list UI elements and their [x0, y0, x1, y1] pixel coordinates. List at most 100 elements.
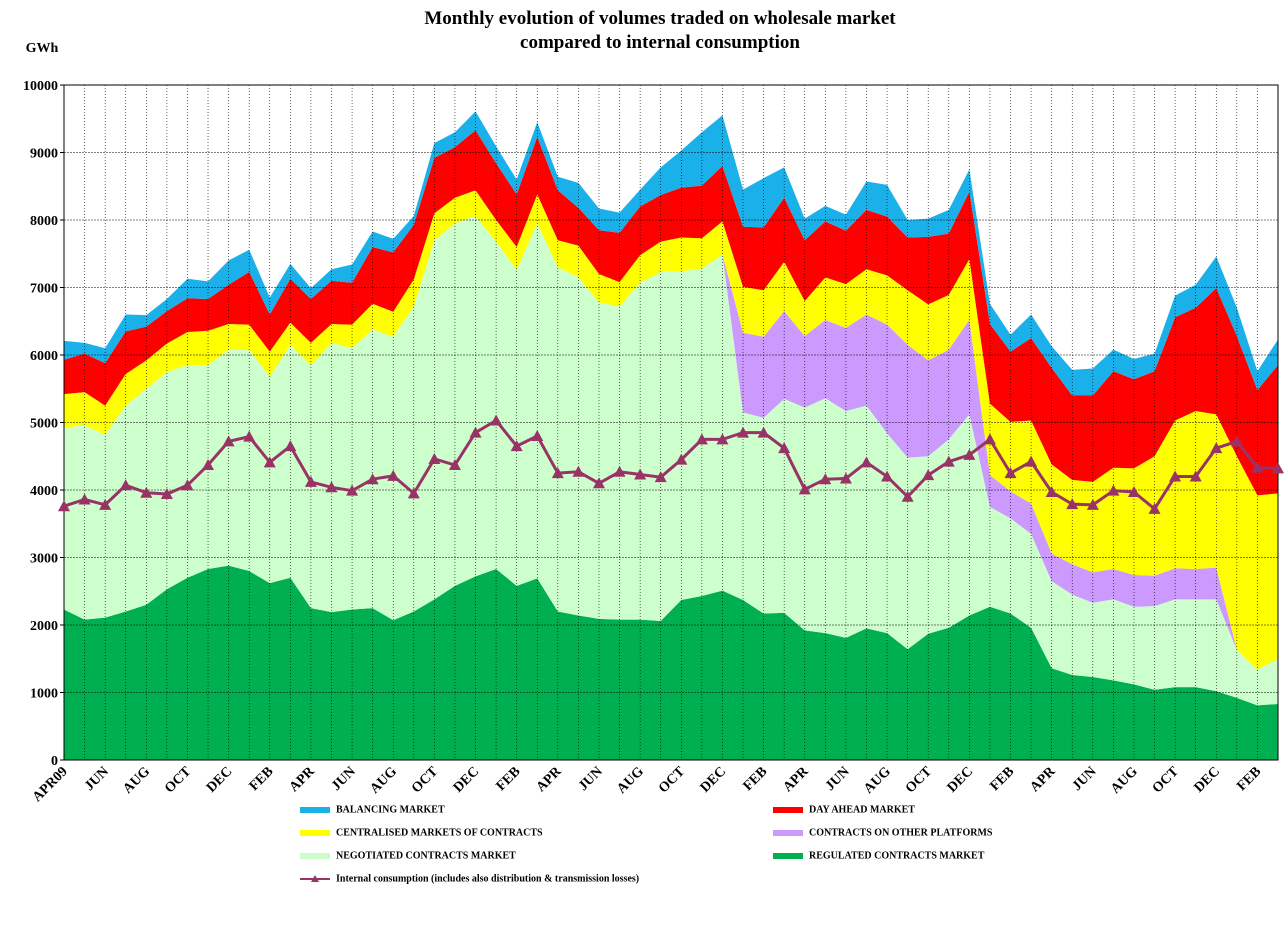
marker	[78, 493, 91, 505]
x-tick-label: APR09	[30, 764, 71, 805]
x-tick-label: DEC	[204, 764, 236, 796]
marker	[798, 483, 811, 495]
x-tick-label: FEB	[987, 764, 1017, 794]
marker	[407, 487, 420, 499]
marker	[737, 426, 750, 438]
marker	[1004, 467, 1017, 479]
marker	[1045, 486, 1058, 498]
marker	[58, 500, 70, 512]
legend-swatch	[300, 830, 330, 836]
marker	[1169, 470, 1182, 482]
marker	[634, 468, 647, 480]
x-tick-label: JUN	[1070, 764, 1100, 794]
marker	[1230, 435, 1243, 447]
y-tick-label: 6000	[30, 349, 58, 364]
chart-subtitle: compared to internal consumption	[520, 32, 800, 53]
legend-swatch	[300, 853, 330, 859]
marker	[942, 455, 955, 467]
x-tick-label: FEB	[494, 764, 524, 794]
marker	[1066, 498, 1079, 510]
marker	[1189, 470, 1202, 482]
marker	[1025, 455, 1038, 467]
x-tick-label: OCT	[409, 764, 442, 797]
x-tick-label: AUG	[367, 764, 400, 797]
x-tick-label: APR	[1028, 764, 1060, 796]
legend-swatch	[300, 807, 330, 813]
marker	[778, 442, 791, 454]
legend-label: Internal consumption (includes also dist…	[336, 873, 639, 884]
x-tick-label: JUN	[82, 764, 112, 794]
marker	[551, 467, 564, 479]
x-tick-label: DEC	[945, 764, 977, 796]
legend-swatch	[773, 830, 803, 836]
x-tick-label: OCT	[903, 764, 936, 797]
marker	[263, 456, 276, 468]
marker	[510, 440, 523, 452]
x-tick-label: FEB	[247, 764, 277, 794]
marker	[160, 488, 173, 500]
x-tick-label: JUN	[576, 764, 606, 794]
marker	[757, 426, 770, 438]
legend-swatch	[773, 807, 803, 813]
area	[64, 565, 1278, 760]
marker	[983, 433, 996, 445]
marker	[675, 453, 688, 465]
y-tick-label: 3000	[30, 552, 58, 567]
x-tick-label: APR	[287, 764, 319, 796]
marker	[881, 470, 894, 482]
legend-label: REGULATED CONTRACTS MARKET	[809, 850, 985, 861]
marker	[1210, 442, 1223, 454]
y-tick-label: 2000	[30, 619, 58, 634]
marker	[469, 426, 482, 438]
marker	[140, 486, 153, 498]
marker	[325, 481, 338, 493]
marker	[222, 435, 235, 447]
marker	[387, 469, 400, 481]
y-axis-label: GWh	[26, 41, 59, 56]
x-tick-label: FEB	[741, 764, 771, 794]
marker	[654, 471, 667, 483]
marker	[1251, 461, 1264, 473]
marker	[1107, 484, 1120, 496]
marker	[284, 440, 297, 452]
marker	[613, 465, 626, 477]
x-tick-label: DEC	[698, 764, 730, 796]
marker	[963, 448, 976, 460]
marker	[181, 479, 194, 491]
marker	[531, 430, 544, 441]
marker	[428, 452, 441, 464]
marker	[490, 414, 503, 426]
marker	[1148, 502, 1161, 514]
y-tick-label: 4000	[30, 484, 58, 499]
x-tick-label: DEC	[1192, 764, 1224, 796]
legend-label: CONTRACTS ON OTHER PLATFORMS	[809, 827, 993, 838]
marker	[592, 477, 605, 489]
legend-swatch	[311, 875, 319, 882]
marker	[366, 473, 379, 485]
x-tick-label: AUG	[121, 764, 154, 797]
y-tick-label: 7000	[30, 282, 58, 297]
x-tick-label: FEB	[1234, 764, 1264, 794]
marker	[119, 479, 132, 491]
x-tick-label: JUN	[823, 764, 853, 794]
area	[64, 215, 1278, 706]
marker	[202, 459, 215, 471]
x-tick-label: APR	[534, 764, 566, 796]
y-tick-label: 9000	[30, 147, 58, 162]
y-tick-label: 1000	[30, 687, 58, 702]
marker	[243, 430, 256, 442]
x-tick-label: OCT	[1150, 764, 1183, 797]
legend-label: DAY AHEAD MARKET	[809, 804, 915, 815]
marker	[99, 498, 112, 510]
marker	[901, 490, 914, 502]
area	[64, 190, 1278, 670]
chart-title: Monthly evolution of volumes traded on w…	[424, 8, 896, 29]
x-tick-label: OCT	[656, 764, 689, 797]
x-tick-label: AUG	[1108, 764, 1141, 797]
marker	[819, 473, 832, 485]
x-tick-label: DEC	[451, 764, 483, 796]
marker	[448, 459, 461, 471]
marker	[304, 475, 317, 487]
area	[64, 111, 1278, 396]
